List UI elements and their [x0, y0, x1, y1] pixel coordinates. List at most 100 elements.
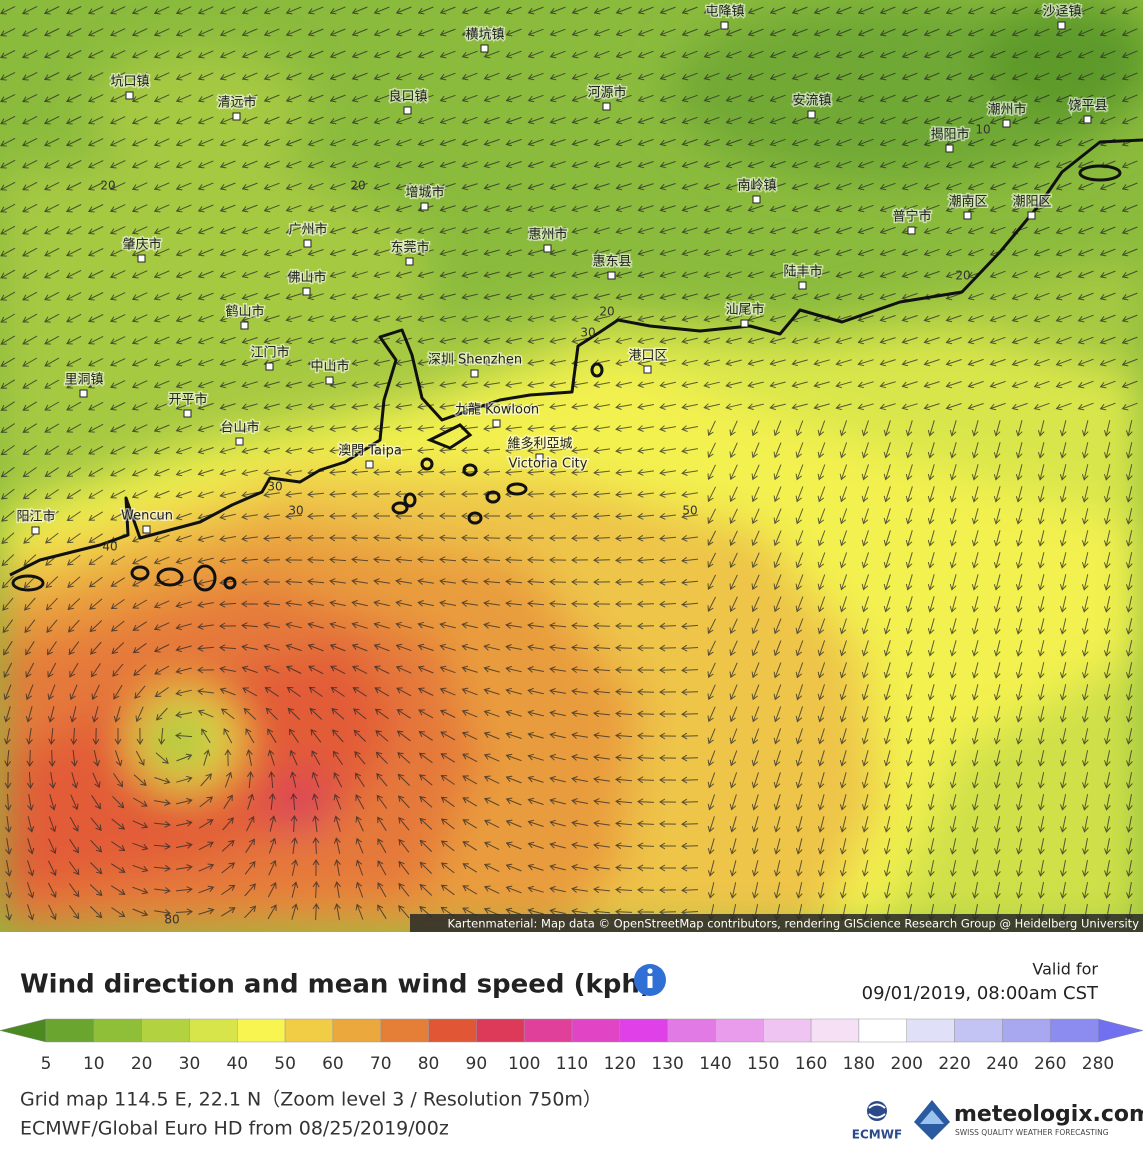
legend-swatch — [906, 1018, 955, 1043]
place-marker — [405, 257, 414, 266]
place-label: 江门市 — [250, 345, 289, 361]
legend-tick-label: 40 — [226, 1054, 248, 1074]
place-label: 横坑镇 — [465, 28, 504, 43]
place-marker — [302, 287, 311, 296]
legend-tick-label: 50 — [274, 1054, 296, 1074]
contour-label: 80 — [164, 913, 179, 927]
place-label: 維多利亞城 — [507, 436, 572, 452]
legend-swatch — [1049, 1018, 1099, 1043]
place-marker — [137, 254, 146, 263]
legend-tick-label: 260 — [1034, 1054, 1066, 1074]
legend-swatch — [428, 1018, 477, 1043]
legend-tick-label: 70 — [370, 1054, 392, 1074]
place-label: 河源市 — [587, 85, 626, 101]
place-marker — [420, 202, 429, 211]
contour-label: 20 — [955, 269, 970, 283]
legend-tick-label: 100 — [508, 1054, 540, 1074]
legend-swatch — [45, 1018, 95, 1043]
place-marker — [740, 319, 749, 328]
place-label: 沙迳镇 — [1042, 5, 1081, 20]
legend-tick-label: 160 — [795, 1054, 827, 1074]
contour-label: 20 — [100, 179, 115, 193]
legend-tick-label: 5 — [41, 1054, 52, 1074]
place-marker — [543, 244, 552, 253]
legend-tick-label: 10 — [83, 1054, 105, 1074]
place-label: 深圳 Shenzhen — [428, 353, 522, 368]
place-marker — [125, 91, 134, 100]
legend-swatch — [93, 1018, 142, 1043]
legend-tick-label: 110 — [556, 1054, 588, 1074]
contour-label: 20 — [599, 305, 614, 319]
legend-swatch — [858, 1018, 907, 1043]
place-label: 台山市 — [220, 420, 259, 436]
panel-title: Wind direction and mean wind speed (kph) — [20, 970, 652, 1000]
place-label: 阳江市 — [16, 509, 55, 525]
legend-tick-label: 140 — [699, 1054, 731, 1074]
legend-tick-label: 240 — [986, 1054, 1018, 1074]
place-label: 良口镇 — [388, 89, 427, 105]
legend-swatch — [1002, 1018, 1051, 1043]
place-marker — [1027, 211, 1036, 220]
legend-swatch — [810, 1018, 860, 1043]
attribution-bar — [410, 914, 1143, 932]
legend-high-arrow — [1097, 1018, 1143, 1043]
contour-label: 20 — [350, 179, 365, 193]
place-marker — [1002, 119, 1011, 128]
legend-swatch — [284, 1018, 334, 1043]
legend-tick-label: 60 — [322, 1054, 344, 1074]
info-icon[interactable] — [634, 964, 666, 996]
legend-tick-label: 280 — [1082, 1054, 1114, 1074]
place-marker — [535, 453, 544, 462]
place-marker — [470, 369, 479, 378]
contour-label: 40 — [102, 540, 117, 554]
legend-swatch — [141, 1018, 190, 1043]
place-marker — [235, 437, 244, 446]
place-marker — [303, 239, 312, 248]
place-label: 潮州市 — [987, 102, 1026, 118]
place-label: 中山市 — [310, 359, 349, 375]
place-marker — [183, 409, 192, 418]
place-label: 安流镇 — [792, 94, 831, 109]
attribution: Kartenmaterial: Map data © OpenStreetMap… — [448, 917, 1140, 931]
place-label: 饶平县 — [1068, 99, 1107, 114]
contour-label: 10 — [975, 123, 990, 137]
contour-label: 30 — [267, 480, 282, 494]
legend-tick-label: 180 — [843, 1054, 875, 1074]
legend-tick-label: 200 — [891, 1054, 923, 1074]
legend-tick-label: 80 — [418, 1054, 440, 1074]
place-marker — [1083, 115, 1092, 124]
legend-tick-label: 90 — [466, 1054, 488, 1074]
legend-low-arrow — [0, 1018, 47, 1043]
place-marker — [752, 195, 761, 204]
place-marker — [325, 376, 334, 385]
coastline — [9, 138, 1143, 577]
place-label: 港口区 — [628, 349, 667, 364]
contour-label: 50 — [682, 504, 697, 518]
place-marker — [403, 106, 412, 115]
meteologix-logo: meteologix.com SWISS QUALITY WEATHER FOR… — [914, 1100, 1143, 1140]
legend-swatch — [571, 1018, 621, 1043]
legend-tick-label: 120 — [604, 1054, 636, 1074]
place-marker — [907, 226, 916, 235]
place-label: 肇庆市 — [122, 237, 161, 253]
place-label: 汕尾市 — [725, 302, 764, 318]
place-marker — [492, 419, 501, 428]
place-label: 南岭镇 — [737, 178, 776, 194]
place-marker — [31, 526, 40, 535]
valid-time: 09/01/2019, 08:00am CST — [862, 983, 1099, 1004]
place-label: 增城市 — [405, 185, 444, 201]
legend-swatch — [619, 1018, 668, 1043]
contour-label: 30 — [288, 504, 303, 518]
place-label: 东莞市 — [390, 240, 429, 256]
place-marker — [1057, 21, 1066, 30]
place-marker — [945, 144, 954, 153]
legend-tick-label: 150 — [747, 1054, 779, 1074]
islands — [11, 164, 1122, 592]
model-info: ECMWF/Global Euro HD from 08/25/2019/00z — [20, 1118, 449, 1140]
place-label: Victoria City — [509, 457, 588, 472]
brand: meteologix.com — [954, 1102, 1143, 1127]
wind-arrow-paths — [0, 5, 1138, 921]
place-label: 九龍 Kowloon — [455, 402, 539, 418]
legend-swatch — [189, 1018, 238, 1043]
